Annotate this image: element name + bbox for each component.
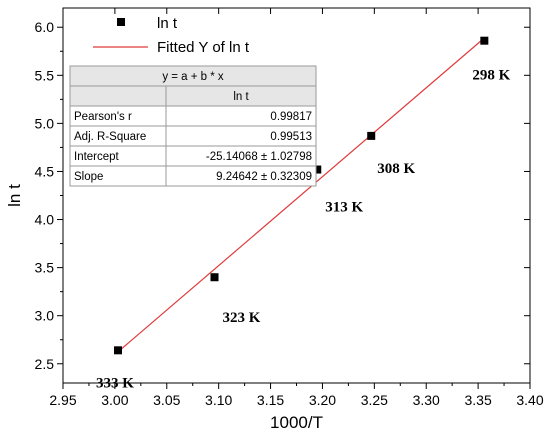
data-point — [313, 165, 322, 174]
y-tick-label: 5.0 — [35, 115, 55, 131]
y-tick-label: 3.5 — [35, 260, 55, 276]
temperature-label: 323 K — [223, 310, 261, 326]
stats-column-header: ln t — [233, 91, 249, 103]
legend-label-fitted: Fitted Y of ln t — [157, 39, 250, 56]
temperature-label: 308 K — [377, 161, 415, 177]
y-tick-label: 4.5 — [35, 163, 55, 179]
x-tick-label: 3.10 — [205, 392, 232, 408]
data-point — [480, 36, 489, 45]
stats-layer: y = a + b * x ln t Pearson's r 0.99817 Adj. … — [69, 65, 317, 187]
legend-marker-square — [117, 18, 125, 26]
x-tick-label: 3.35 — [464, 392, 491, 408]
labels-layer: 333 K 323 K 313 K 308 K 298 K — [96, 68, 511, 392]
axes-layer: 2.95 3.00 3.05 3.10 3.15 3.20 3.25 3.30 3.35 3.40… — [5, 7, 544, 432]
temperature-label: 298 K — [472, 68, 510, 84]
stats-row-label: Slope — [74, 171, 103, 183]
temperature-label: 313 K — [325, 200, 363, 216]
y-tick-label: 6.0 — [35, 19, 55, 35]
data-point — [210, 273, 219, 282]
stats-row-value: 0.99513 — [270, 131, 312, 143]
y-axis-title: ln t — [5, 184, 24, 207]
stats-row-label: Adj. R-Square — [74, 131, 146, 143]
y-tick-label: 5.5 — [35, 67, 55, 83]
x-tick-label: 3.05 — [153, 392, 180, 408]
stats-row-value: 9.24642 ± 0.32309 — [216, 171, 312, 183]
x-tick-label: 3.00 — [101, 392, 128, 408]
stats-equation: y = a + b * x — [162, 71, 224, 83]
plot-frame — [62, 7, 531, 384]
stats-row-value: -25.14068 ± 1.02798 — [206, 151, 312, 163]
x-tick-label: 3.20 — [309, 392, 336, 408]
stats-row-label: Pearson's r — [74, 111, 132, 123]
x-tick-label: 3.25 — [361, 392, 388, 408]
legend-layer: ln t Fitted Y of ln t — [93, 15, 250, 56]
legend-label-ln-t: ln t — [157, 15, 178, 32]
y-tick-label: 2.5 — [35, 356, 55, 372]
y-tick-label: 3.0 — [35, 308, 55, 324]
x-tick-label: 2.95 — [49, 392, 76, 408]
y-tick-label: 4.0 — [35, 212, 55, 228]
data-point — [367, 131, 376, 140]
stats-row-value: 0.99817 — [270, 111, 312, 123]
data-point — [114, 346, 123, 355]
series-layer — [114, 36, 489, 355]
stats-row-label: Intercept — [74, 151, 120, 163]
fitted-line — [117, 37, 485, 353]
x-tick-label: 3.15 — [257, 392, 284, 408]
temperature-label: 333 K — [96, 375, 134, 391]
x-axis-title: 1000/T — [270, 413, 323, 432]
x-tick-label: 3.30 — [413, 392, 440, 408]
x-tick-label: 3.40 — [516, 392, 543, 408]
